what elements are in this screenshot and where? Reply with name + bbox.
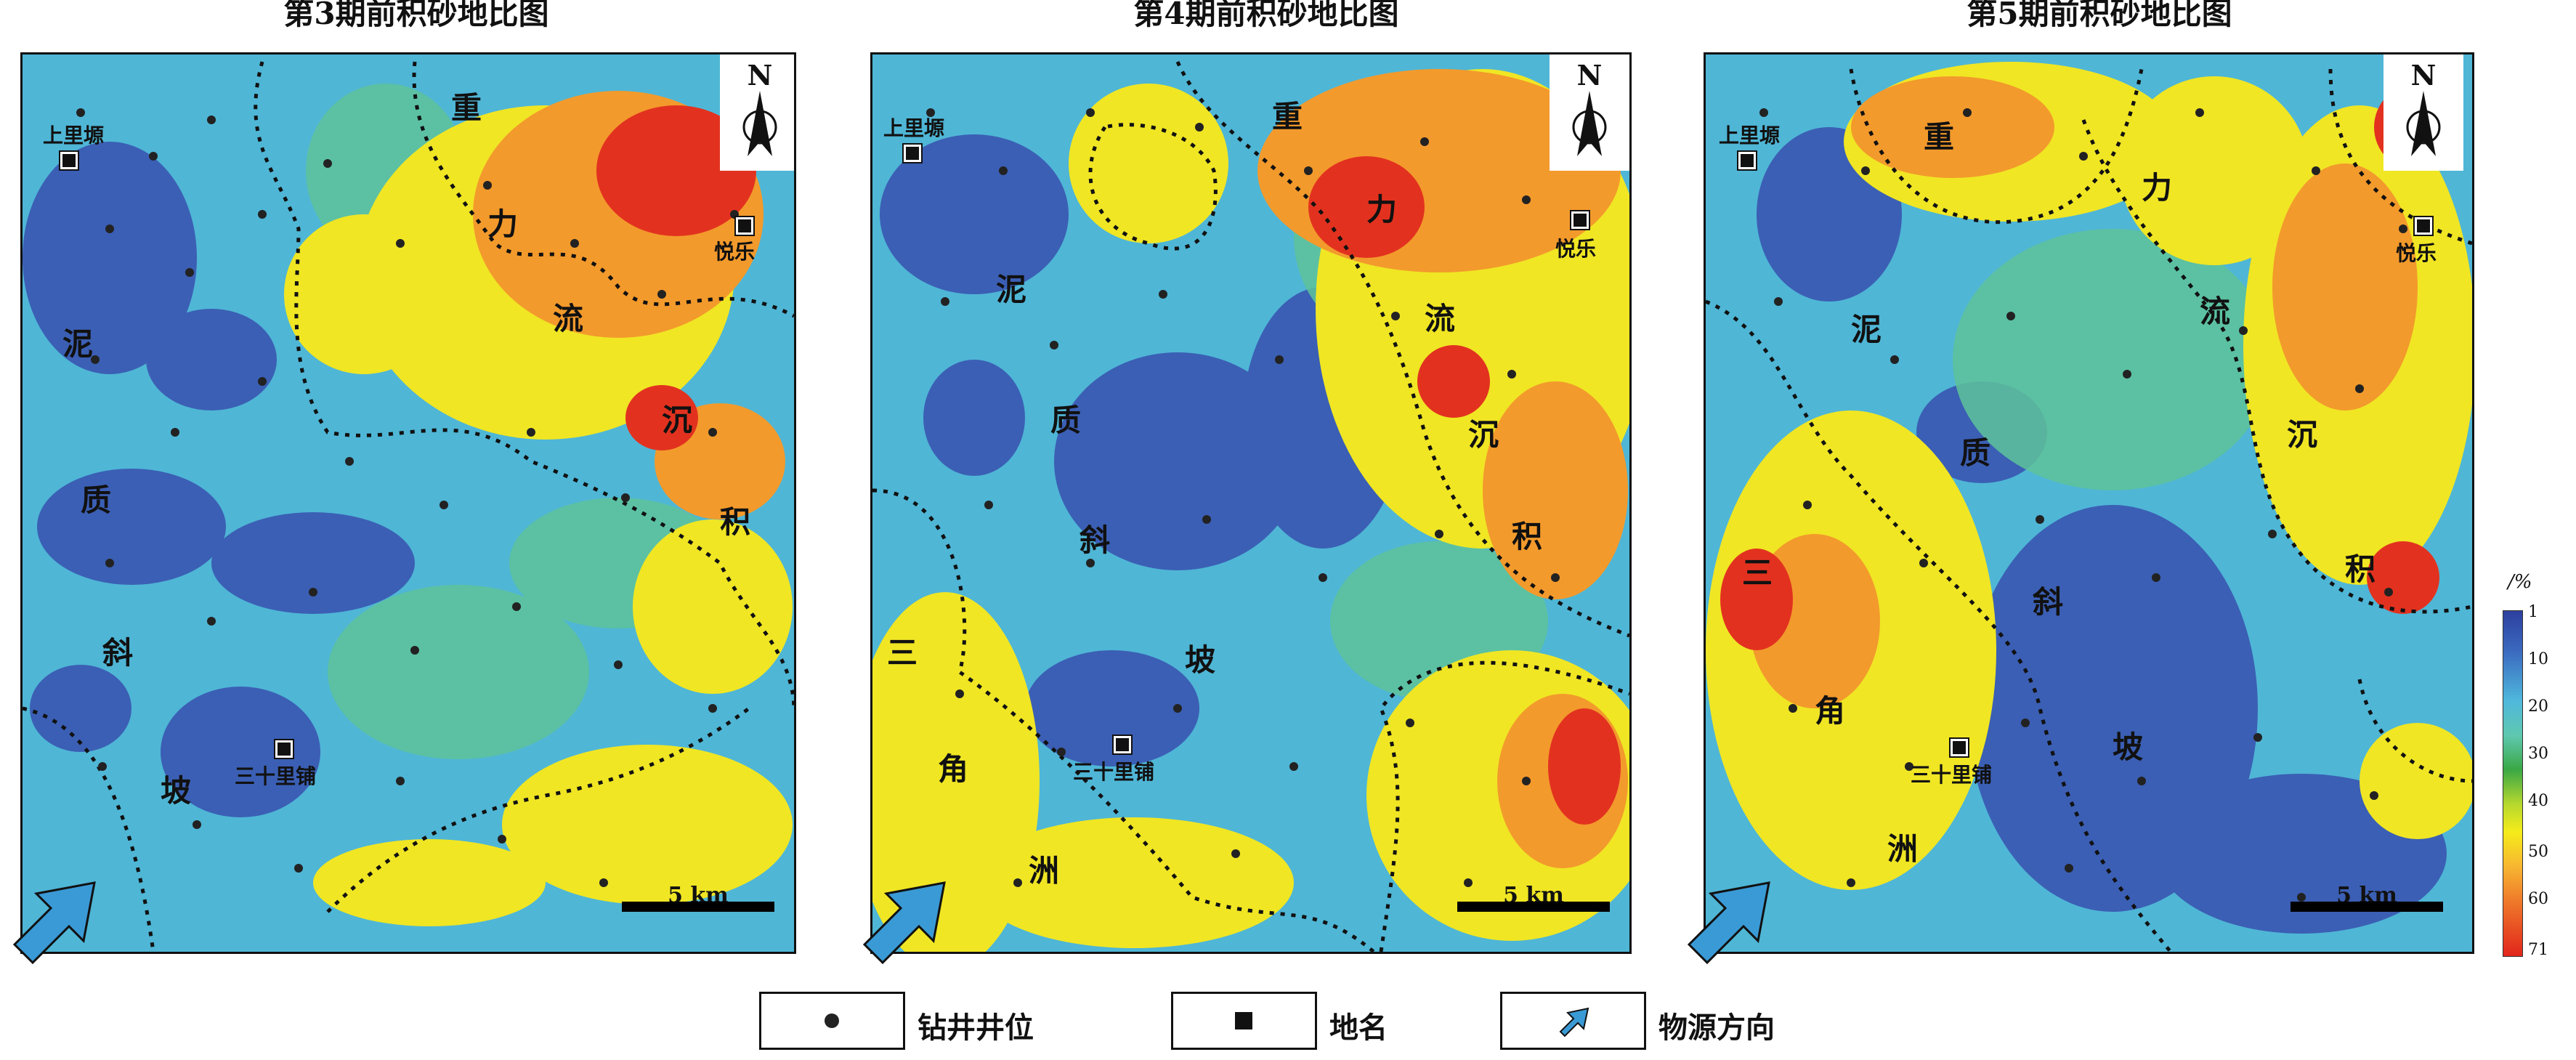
legend-well-box (759, 992, 905, 1050)
zone-char: 积 (1512, 519, 1543, 554)
zone-char: 质 (1960, 435, 1991, 471)
colorbar-tick: 10 (2528, 650, 2548, 668)
north-arrow-icon (2406, 91, 2441, 156)
source-direction-arrow-icon (862, 881, 946, 965)
zone-char: 流 (2200, 294, 2231, 329)
colorbar-tick: 40 (2528, 792, 2548, 810)
map-panel-3: 重 力 流 沉 积 泥 质 斜 坡 上里塬 悦乐 三十里铺 N 5 km (20, 52, 796, 954)
place-label: 三十里铺 (1073, 760, 1155, 784)
well-points (926, 108, 1560, 887)
zone-char: 沉 (662, 402, 693, 438)
sand-ratio-map-5 (1706, 54, 2472, 952)
zone-char: 坡 (161, 773, 192, 809)
zone-char: 斜 (102, 635, 134, 671)
place-label: 悦乐 (714, 240, 756, 264)
zone-char: 积 (720, 504, 751, 540)
zone-char: 角 (938, 751, 969, 787)
zone-char: 重 (1272, 99, 1303, 134)
panel-title-4: 第4期前积砂地比图 (1133, 0, 1399, 31)
panel-title-5: 第5期前积砂地比图 (1967, 0, 2232, 31)
place-label: 上里塬 (43, 124, 105, 147)
north-label: N (2410, 59, 2437, 92)
zone-char: 坡 (1185, 642, 1216, 678)
zone-char: 坡 (2113, 729, 2144, 765)
north-arrow-icon (1572, 91, 1607, 156)
zone-char: 积 (2345, 551, 2376, 587)
zone-char: 洲 (1887, 831, 1919, 867)
north-arrow-box: N (2383, 54, 2463, 171)
north-label: N (1576, 59, 1603, 92)
colorbar-unit: /% (2508, 571, 2532, 593)
colorbar-tick: 30 (2528, 745, 2548, 763)
legend-source-label: 物源方向 (1658, 1011, 1775, 1045)
zone-char: 质 (81, 482, 112, 518)
zone-char: 流 (553, 301, 584, 336)
zone-char: 沉 (1468, 417, 1499, 453)
colorbar-tick: 60 (2528, 890, 2548, 908)
zone-char: 重 (1924, 119, 1955, 155)
place-marker (1114, 736, 1131, 753)
north-arrow-box: N (1550, 54, 1629, 171)
place-label: 上里塬 (1719, 124, 1781, 147)
zone-char: 斜 (2033, 584, 2064, 620)
colorbar-tick: 71 (2528, 941, 2548, 959)
sand-ratio-map-3 (23, 54, 794, 952)
panel-title-3: 第3期前积砂地比图 (283, 0, 549, 31)
zone-char: 斜 (1080, 522, 1111, 558)
zone-char: 力 (2142, 170, 2173, 206)
zone-char: 角 (1815, 693, 1846, 729)
place-label: 悦乐 (1555, 237, 1597, 261)
legend-source-box (1500, 992, 1646, 1050)
zone-char: 三 (887, 635, 918, 671)
place-label: 上里塬 (883, 116, 945, 140)
colorbar-tick: 1 (2528, 603, 2538, 621)
sand-ratio-map-4 (872, 54, 1629, 952)
zone-char: 泥 (62, 326, 94, 362)
source-direction-arrow-icon (1687, 881, 1770, 965)
well-points (76, 108, 739, 887)
zone-char: 力 (487, 206, 519, 242)
zone-char: 质 (1050, 402, 1082, 438)
zone-char: 泥 (996, 272, 1027, 307)
source-direction-arrow-icon (12, 881, 96, 965)
well-points (1759, 108, 2407, 902)
scale-bar: 5 km (622, 883, 774, 912)
source-arrow-icon (1559, 1007, 1589, 1037)
place-label: 悦乐 (2396, 241, 2437, 265)
place-label: 三十里铺 (1911, 763, 1993, 787)
zone-char: 力 (1366, 192, 1398, 227)
place-marker (904, 145, 921, 162)
place-square-icon (1235, 1012, 1252, 1029)
colorbar-tick: 50 (2528, 843, 2548, 861)
legend-place-box (1171, 992, 1317, 1050)
zone-char: 流 (1425, 301, 1456, 336)
place-marker (1951, 739, 1968, 756)
zone-char: 洲 (1029, 853, 1060, 889)
colorbar (2503, 610, 2523, 957)
north-label: N (747, 59, 773, 92)
place-marker (736, 217, 753, 235)
well-point-icon (825, 1014, 839, 1028)
north-arrow-box: N (720, 54, 794, 171)
place-marker (2415, 217, 2432, 235)
colorbar-tick: 20 (2528, 697, 2548, 716)
map-panel-4: 重 力 流 沉 积 泥 质 斜 坡 三 角 洲 上里塬 悦乐 三十里铺 N 5 … (870, 52, 1632, 954)
north-arrow-icon (742, 91, 777, 156)
legend-place-label: 地名 (1329, 1011, 1388, 1045)
place-label: 三十里铺 (235, 764, 317, 788)
scale-bar: 5 km (2291, 883, 2443, 912)
scale-bar: 5 km (1457, 883, 1610, 912)
place-marker (1571, 211, 1589, 229)
map-panel-5: 重 力 流 沉 积 泥 质 斜 坡 三 角 洲 上里塬 悦乐 三十里铺 N 5 … (1704, 52, 2474, 954)
zone-char: 沉 (2287, 417, 2318, 453)
place-marker (275, 740, 293, 758)
legend-well-label: 钻井井位 (918, 1011, 1034, 1045)
place-marker (1738, 152, 1756, 169)
place-marker (60, 152, 78, 169)
zone-char: 重 (451, 90, 482, 126)
zone-char: 三 (1742, 555, 1773, 591)
zone-char: 泥 (1851, 312, 1882, 347)
